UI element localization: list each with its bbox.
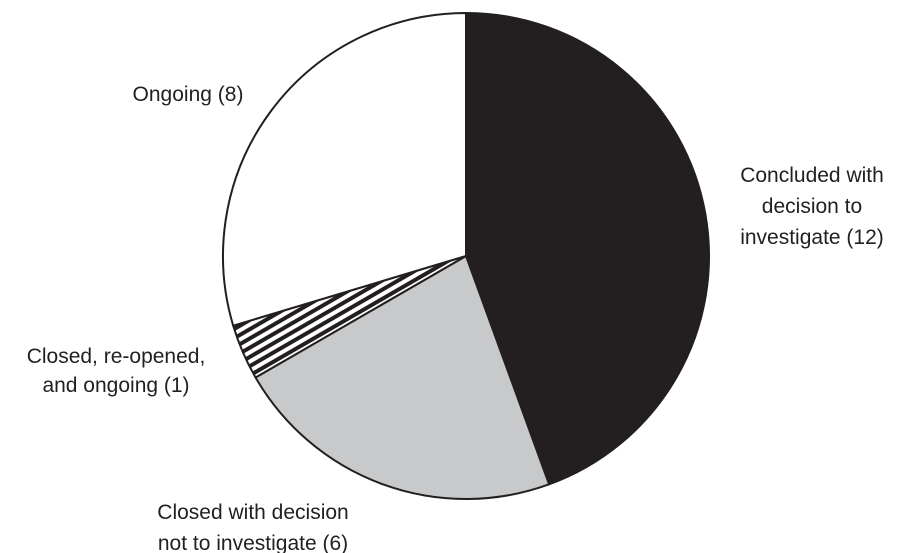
slice-label: Closed with decision not to investigate (… <box>157 501 348 553</box>
slice-label-line: decision to <box>762 195 862 218</box>
slice-label-line: investigate (12) <box>740 226 884 249</box>
slice-label-line: not to investigate (6) <box>158 532 348 553</box>
slice-label-line: Ongoing (8) <box>133 83 244 106</box>
slice-label-line: Closed with decision <box>157 501 348 524</box>
slice-label-line: and ongoing (1) <box>42 374 189 397</box>
pie-slice <box>222 12 467 327</box>
pie-slice <box>254 255 551 500</box>
slice-label: Closed, re-opened, and ongoing (1) <box>27 345 206 397</box>
slice-label-line: Closed, re-opened, <box>27 345 206 368</box>
slice-label: Concluded with decision to investigate (12… <box>740 164 884 249</box>
pie-slices <box>222 12 710 500</box>
slice-label: Ongoing (8) <box>133 83 244 106</box>
pie-slice <box>465 12 710 486</box>
pie-labels: Concluded with decision to investigate (12… <box>27 83 884 553</box>
slice-label-line: Concluded with <box>740 164 884 187</box>
